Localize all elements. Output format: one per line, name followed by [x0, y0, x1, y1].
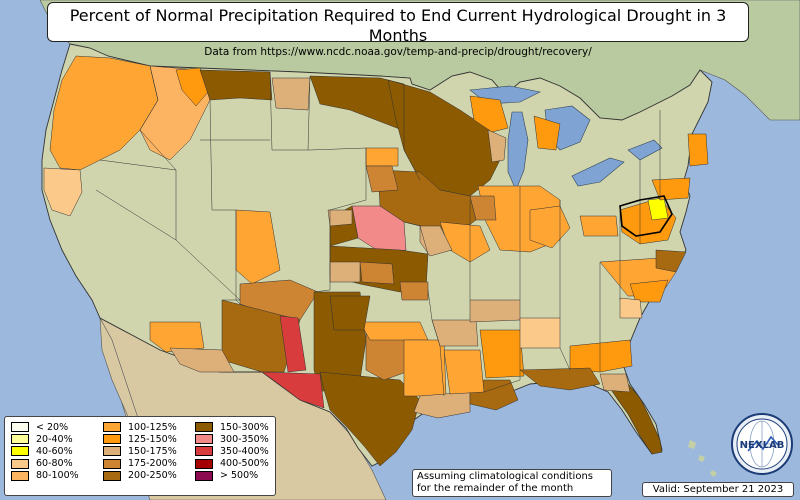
legend-item: 300-350% — [193, 433, 275, 445]
legend-label: 100-125% — [128, 421, 177, 433]
legend-item: 80-100% — [9, 470, 101, 482]
legend-item — [9, 482, 101, 494]
legend-swatch — [103, 422, 121, 433]
legend-item: 125-150% — [101, 433, 193, 445]
legend-swatch — [11, 470, 29, 481]
legend-swatch — [195, 470, 213, 481]
legend-label: 80-100% — [36, 470, 79, 482]
legend-label: < 20% — [36, 421, 69, 433]
bahamas — [688, 440, 717, 477]
note-line-1: Assuming climatological conditions — [417, 471, 593, 482]
valid-date: Valid: September 21 2023 — [642, 482, 794, 497]
legend-item: 350-400% — [193, 445, 275, 457]
legend-item: 100-125% — [101, 421, 193, 433]
florida — [609, 383, 663, 455]
legend-item: 20-40% — [9, 433, 101, 445]
legend-swatch — [195, 446, 213, 457]
legend-label: 40-60% — [36, 445, 73, 457]
legend-label: > 500% — [220, 470, 259, 482]
legend-swatch — [103, 458, 121, 469]
drought-regions — [43, 55, 709, 467]
legend-label: 60-80% — [36, 458, 73, 470]
legend-label: 20-40% — [36, 433, 73, 445]
nexlab-logo: NEXLAB — [731, 413, 793, 475]
legend-swatch — [11, 422, 29, 433]
legend-swatch — [195, 434, 213, 445]
state-borders — [95, 65, 661, 397]
legend-item: 200-250% — [101, 470, 193, 482]
legend-swatch — [11, 458, 29, 469]
legend-label: 200-250% — [128, 470, 177, 482]
map-subtitle: Data from https://www.ncdc.noaa.gov/temp… — [204, 46, 592, 58]
map-title: Percent of Normal Precipitation Required… — [69, 6, 727, 45]
virginia-outline — [619, 195, 673, 237]
legend-item: 40-60% — [9, 445, 101, 457]
legend-label: 175-200% — [128, 458, 177, 470]
legend-label: 300-350% — [220, 433, 269, 445]
legend-label: 125-150% — [128, 433, 177, 445]
legend-swatch — [103, 434, 121, 445]
legend-item: < 20% — [9, 421, 101, 433]
legend-item: 150-300% — [193, 421, 275, 433]
legend-item: 175-200% — [101, 458, 193, 470]
legend-item: > 500% — [193, 470, 275, 482]
legend-swatch — [195, 458, 213, 469]
legend-swatch — [103, 470, 121, 481]
legend-label: 350-400% — [220, 445, 269, 457]
legend-swatch — [195, 422, 213, 433]
assumption-note: Assuming climatological conditions for t… — [412, 469, 612, 497]
legend-item — [193, 482, 275, 494]
legend-swatch — [11, 434, 29, 445]
legend-label: 400-500% — [220, 458, 269, 470]
title-box: Percent of Normal Precipitation Required… — [47, 2, 749, 58]
legend-swatch — [11, 446, 29, 457]
note-line-2: for the remainder of the month — [417, 483, 574, 494]
legend-label: 150-175% — [128, 445, 177, 457]
legend-item: 400-500% — [193, 458, 275, 470]
legend-item: 60-80% — [9, 458, 101, 470]
legend-item — [101, 482, 193, 494]
legend-swatch — [103, 446, 121, 457]
legend-label: 150-300% — [220, 421, 269, 433]
legend: < 20% 20-40% 40-60% 60-80% 80-100% 100-1… — [4, 416, 276, 496]
logo-text: NEXLAB — [740, 440, 785, 451]
legend-item: 150-175% — [101, 445, 193, 457]
